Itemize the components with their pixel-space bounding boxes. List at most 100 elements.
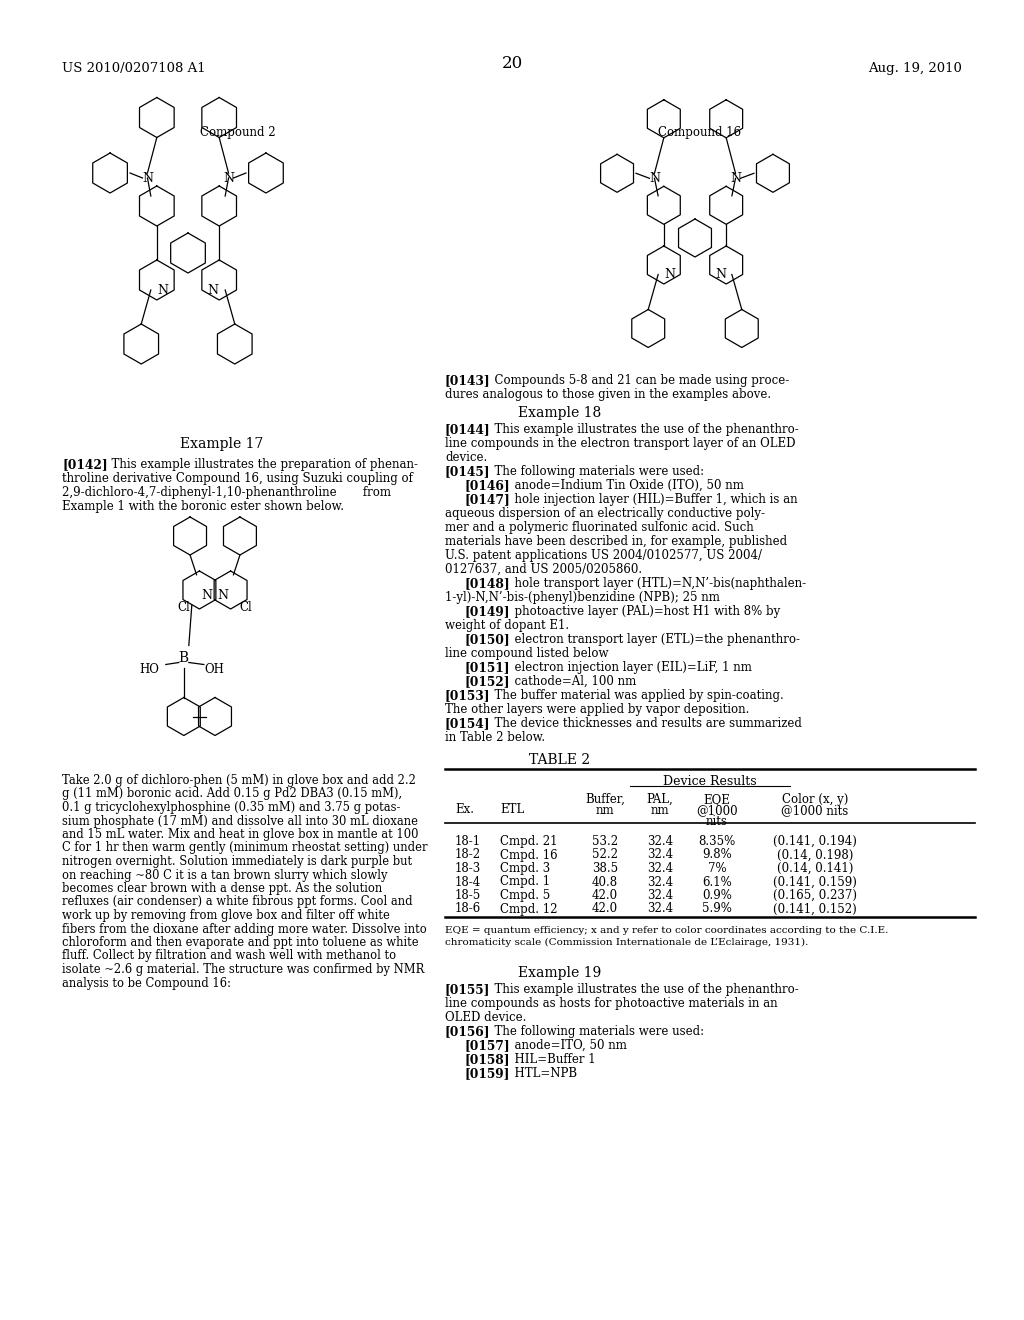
Text: C for 1 hr then warm gently (minimum rheostat setting) under: C for 1 hr then warm gently (minimum rhe… xyxy=(62,842,427,854)
Text: line compounds in the electron transport layer of an OLED: line compounds in the electron transport… xyxy=(445,437,796,450)
Text: [0145]: [0145] xyxy=(445,465,490,478)
Text: HIL=Buffer 1: HIL=Buffer 1 xyxy=(507,1053,596,1067)
Text: 32.4: 32.4 xyxy=(647,862,673,875)
Text: [0143]: [0143] xyxy=(445,374,490,387)
Text: Device Results: Device Results xyxy=(664,775,757,788)
Text: Color (x, y): Color (x, y) xyxy=(781,793,848,807)
Text: PAL,: PAL, xyxy=(646,793,674,807)
Text: The device thicknesses and results are summarized: The device thicknesses and results are s… xyxy=(487,717,802,730)
Text: Cmpd. 21: Cmpd. 21 xyxy=(500,836,557,847)
Text: 0127637, and US 2005/0205860.: 0127637, and US 2005/0205860. xyxy=(445,564,642,576)
Text: [0149]: [0149] xyxy=(465,605,511,618)
Text: HO: HO xyxy=(139,663,159,676)
Text: Example 18: Example 18 xyxy=(518,407,602,420)
Text: 32.4: 32.4 xyxy=(647,836,673,847)
Text: becomes clear brown with a dense ppt. As the solution: becomes clear brown with a dense ppt. As… xyxy=(62,882,382,895)
Text: 42.0: 42.0 xyxy=(592,903,618,916)
Text: 9.8%: 9.8% xyxy=(702,849,732,862)
Text: @1000: @1000 xyxy=(696,804,738,817)
Text: Cmpd. 16: Cmpd. 16 xyxy=(500,849,558,862)
Text: 0.1 g tricyclohexylphosphine (0.35 mM) and 3.75 g potas-: 0.1 g tricyclohexylphosphine (0.35 mM) a… xyxy=(62,801,400,814)
Text: 8.35%: 8.35% xyxy=(698,836,735,847)
Text: dures analogous to those given in the examples above.: dures analogous to those given in the ex… xyxy=(445,388,771,401)
Text: US 2010/0207108 A1: US 2010/0207108 A1 xyxy=(62,62,206,75)
Text: g (11 mM) boronic acid. Add 0.15 g Pd2 DBA3 (0.15 mM),: g (11 mM) boronic acid. Add 0.15 g Pd2 D… xyxy=(62,788,402,800)
Text: 18-3: 18-3 xyxy=(455,862,481,875)
Text: U.S. patent applications US 2004/0102577, US 2004/: U.S. patent applications US 2004/0102577… xyxy=(445,549,762,562)
Text: 20: 20 xyxy=(502,55,522,73)
Text: 32.4: 32.4 xyxy=(647,875,673,888)
Text: The buffer material was applied by spin-coating.: The buffer material was applied by spin-… xyxy=(487,689,783,702)
Text: [0148]: [0148] xyxy=(465,577,511,590)
Text: [0157]: [0157] xyxy=(465,1039,511,1052)
Text: and 15 mL water. Mix and heat in glove box in mantle at 100: and 15 mL water. Mix and heat in glove b… xyxy=(62,828,419,841)
Text: 53.2: 53.2 xyxy=(592,836,618,847)
Text: fibers from the dioxane after adding more water. Dissolve into: fibers from the dioxane after adding mor… xyxy=(62,923,427,936)
Text: mer and a polymeric fluorinated sulfonic acid. Such: mer and a polymeric fluorinated sulfonic… xyxy=(445,521,754,535)
Text: Cmpd. 3: Cmpd. 3 xyxy=(500,862,550,875)
Text: OH: OH xyxy=(204,663,224,676)
Text: refluxes (air condenser) a white fibrous ppt forms. Cool and: refluxes (air condenser) a white fibrous… xyxy=(62,895,413,908)
Text: [0150]: [0150] xyxy=(465,634,511,645)
Text: The following materials were used:: The following materials were used: xyxy=(487,465,705,478)
Text: @1000 nits: @1000 nits xyxy=(781,804,849,817)
Text: Example 19: Example 19 xyxy=(518,966,602,979)
Text: [0159]: [0159] xyxy=(465,1067,510,1080)
Text: (0.14, 0.141): (0.14, 0.141) xyxy=(777,862,853,875)
Text: (0.141, 0.194): (0.141, 0.194) xyxy=(773,836,857,847)
Text: nm: nm xyxy=(650,804,670,817)
Text: 6.1%: 6.1% xyxy=(702,875,732,888)
Text: aqueous dispersion of an electrically conductive poly-: aqueous dispersion of an electrically co… xyxy=(445,507,765,520)
Text: electron transport layer (ETL)=the phenanthro-: electron transport layer (ETL)=the phena… xyxy=(507,634,800,645)
Text: N: N xyxy=(715,268,726,281)
Text: [0144]: [0144] xyxy=(445,422,490,436)
Text: Compounds 5-8 and 21 can be made using proce-: Compounds 5-8 and 21 can be made using p… xyxy=(487,374,790,387)
Text: [0156]: [0156] xyxy=(445,1026,490,1038)
Text: Ex.: Ex. xyxy=(455,803,474,816)
Text: N: N xyxy=(142,172,153,185)
Text: [0155]: [0155] xyxy=(445,983,490,997)
Text: N: N xyxy=(223,172,234,185)
Text: N: N xyxy=(664,268,675,281)
Text: weight of dopant E1.: weight of dopant E1. xyxy=(445,619,569,632)
Text: line compound listed below: line compound listed below xyxy=(445,647,608,660)
Text: (0.141, 0.159): (0.141, 0.159) xyxy=(773,875,857,888)
Text: This example illustrates the use of the phenanthro-: This example illustrates the use of the … xyxy=(487,422,799,436)
Text: OLED device.: OLED device. xyxy=(445,1011,526,1024)
Text: nitrogen overnight. Solution immediately is dark purple but: nitrogen overnight. Solution immediately… xyxy=(62,855,412,869)
Text: Aug. 19, 2010: Aug. 19, 2010 xyxy=(868,62,962,75)
Text: Take 2.0 g of dichloro-phen (5 mM) in glove box and add 2.2: Take 2.0 g of dichloro-phen (5 mM) in gl… xyxy=(62,774,416,787)
Text: 18-6: 18-6 xyxy=(455,903,481,916)
Text: on reaching ~80 C it is a tan brown slurry which slowly: on reaching ~80 C it is a tan brown slur… xyxy=(62,869,387,882)
Text: anode=ITO, 50 nm: anode=ITO, 50 nm xyxy=(507,1039,627,1052)
Text: 32.4: 32.4 xyxy=(647,849,673,862)
Text: This example illustrates the preparation of phenan-: This example illustrates the preparation… xyxy=(104,458,418,471)
Text: nm: nm xyxy=(596,804,614,817)
Text: (0.14, 0.198): (0.14, 0.198) xyxy=(777,849,853,862)
Text: line compounds as hosts for photoactive materials in an: line compounds as hosts for photoactive … xyxy=(445,997,777,1010)
Text: Compound 16: Compound 16 xyxy=(658,125,741,139)
Text: electron injection layer (EIL)=LiF, 1 nm: electron injection layer (EIL)=LiF, 1 nm xyxy=(507,661,752,675)
Text: 52.2: 52.2 xyxy=(592,849,618,862)
Text: Cmpd. 12: Cmpd. 12 xyxy=(500,903,557,916)
Text: N: N xyxy=(217,589,228,602)
Text: This example illustrates the use of the phenanthro-: This example illustrates the use of the … xyxy=(487,983,799,997)
Text: Example 1 with the boronic ester shown below.: Example 1 with the boronic ester shown b… xyxy=(62,500,344,513)
Text: photoactive layer (PAL)=host H1 with 8% by: photoactive layer (PAL)=host H1 with 8% … xyxy=(507,605,780,618)
Text: [0151]: [0151] xyxy=(465,661,511,675)
Text: hole injection layer (HIL)=Buffer 1, which is an: hole injection layer (HIL)=Buffer 1, whi… xyxy=(507,492,798,506)
Text: chloroform and then evaporate and ppt into toluene as white: chloroform and then evaporate and ppt in… xyxy=(62,936,419,949)
Text: [0146]: [0146] xyxy=(465,479,511,492)
Text: 18-4: 18-4 xyxy=(455,875,481,888)
Text: N: N xyxy=(730,172,741,185)
Text: N: N xyxy=(649,172,660,185)
Text: cathode=Al, 100 nm: cathode=Al, 100 nm xyxy=(507,675,636,688)
Text: 18-5: 18-5 xyxy=(455,888,481,902)
Text: The following materials were used:: The following materials were used: xyxy=(487,1026,705,1038)
Text: Buffer,: Buffer, xyxy=(585,793,625,807)
Text: work up by removing from glove box and filter off white: work up by removing from glove box and f… xyxy=(62,909,390,921)
Text: anode=Indium Tin Oxide (ITO), 50 nm: anode=Indium Tin Oxide (ITO), 50 nm xyxy=(507,479,743,492)
Text: N: N xyxy=(208,284,219,297)
Text: 32.4: 32.4 xyxy=(647,888,673,902)
Text: HTL=NPB: HTL=NPB xyxy=(507,1067,578,1080)
